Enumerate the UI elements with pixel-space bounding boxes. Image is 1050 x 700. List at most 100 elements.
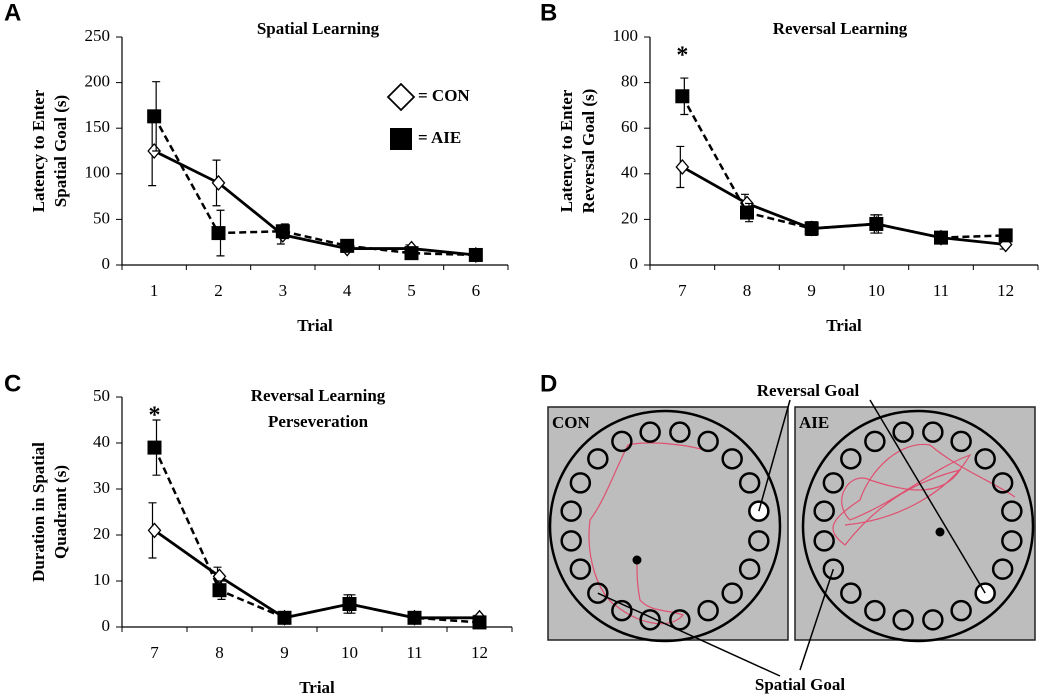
x-tick-label: 7 (150, 643, 159, 662)
y-tick-label: 0 (102, 616, 111, 635)
x-tick-label: 11 (406, 643, 422, 662)
panel-label: B (540, 0, 557, 26)
y-tick-label: 80 (621, 72, 638, 91)
marker (407, 610, 422, 625)
hole (922, 421, 944, 443)
hole (738, 472, 761, 494)
arena (548, 409, 782, 643)
hole (991, 472, 1014, 494)
y-axis-label: Quadrant (s) (51, 465, 70, 559)
y-axis-label: Latency to Enter (557, 89, 576, 212)
goal-label: Reversal Goal (757, 381, 860, 400)
y-axis-label: Reversal Goal (s) (579, 89, 598, 214)
x-axis-label: Trial (297, 316, 333, 335)
panel-label: C (4, 370, 21, 397)
center-dot (632, 555, 642, 565)
x-tick-label: 10 (341, 643, 358, 662)
hole (974, 448, 996, 470)
y-axis-label: Duration in Spatial (29, 442, 48, 582)
marker (404, 246, 419, 261)
chart-title: Reversal Learning (773, 19, 908, 38)
x-axis-label: Trial (826, 316, 862, 335)
x-tick-label: 10 (868, 281, 885, 300)
x-tick-label: 11 (933, 281, 949, 300)
y-tick-label: 60 (621, 117, 638, 136)
hole (560, 530, 582, 552)
marker (934, 230, 948, 245)
x-tick-label: 9 (280, 643, 289, 662)
hole (587, 582, 609, 604)
y-tick-label: 50 (93, 208, 110, 227)
hole (840, 448, 862, 470)
y-tick-label: 20 (621, 208, 638, 227)
y-tick-label: 150 (85, 117, 111, 136)
marker (147, 109, 162, 124)
y-tick-label: 30 (93, 478, 110, 497)
series-line (681, 95, 1006, 239)
hole (922, 609, 944, 631)
marker (212, 583, 227, 598)
hole (864, 430, 886, 453)
y-tick-label: 250 (85, 26, 111, 45)
y-tick-label: 100 (613, 26, 639, 45)
panel-label: D (540, 370, 557, 397)
hole (1001, 500, 1023, 522)
arena (801, 409, 1035, 643)
hole (892, 421, 914, 443)
marker (472, 615, 487, 630)
x-tick-label: 8 (743, 281, 752, 300)
x-tick-label: 4 (343, 281, 352, 300)
legend-swatch (386, 82, 416, 112)
marker (340, 238, 355, 253)
hole (721, 582, 743, 604)
hole (892, 609, 914, 631)
series-line (153, 115, 476, 257)
marker (998, 228, 1013, 243)
marker (468, 247, 483, 262)
y-tick-label: 50 (93, 386, 110, 405)
marker (869, 216, 884, 231)
center-dot (935, 527, 945, 537)
hole (639, 609, 661, 631)
hole (611, 430, 633, 453)
series-line (681, 165, 1006, 246)
hole (569, 472, 592, 494)
series-line (153, 447, 480, 624)
hole (560, 500, 582, 522)
annotation: * (676, 43, 688, 69)
hole (721, 448, 743, 470)
legend-swatch (390, 128, 412, 150)
hole (611, 599, 633, 622)
x-tick-label: 6 (472, 281, 481, 300)
series-line (153, 149, 476, 257)
marker (211, 174, 226, 191)
x-tick-label: 12 (471, 643, 488, 662)
marker (277, 610, 292, 625)
x-tick-label: 7 (678, 281, 687, 300)
hole (748, 530, 770, 552)
chart-title: Perseveration (268, 412, 369, 431)
hole (991, 558, 1014, 580)
hole (639, 421, 661, 443)
marker (211, 226, 226, 241)
legend-label: = AIE (418, 128, 461, 147)
x-tick-label: 12 (997, 281, 1014, 300)
y-tick-label: 10 (93, 570, 110, 589)
x-tick-label: 9 (807, 281, 816, 300)
swim-path (588, 442, 708, 625)
chart-title: Reversal Learning (251, 386, 386, 405)
hole (738, 558, 761, 580)
y-tick-label: 200 (85, 72, 111, 91)
arena-box (794, 406, 1036, 641)
hole (697, 599, 719, 622)
x-tick-label: 5 (407, 281, 416, 300)
arena-label: AIE (799, 413, 829, 432)
y-tick-label: 40 (621, 163, 638, 182)
marker (804, 221, 819, 236)
marker (740, 205, 754, 220)
hole (822, 472, 845, 494)
legend-label: = CON (418, 86, 470, 105)
goal-label: Spatial Goal (755, 675, 845, 694)
hole (587, 448, 609, 470)
